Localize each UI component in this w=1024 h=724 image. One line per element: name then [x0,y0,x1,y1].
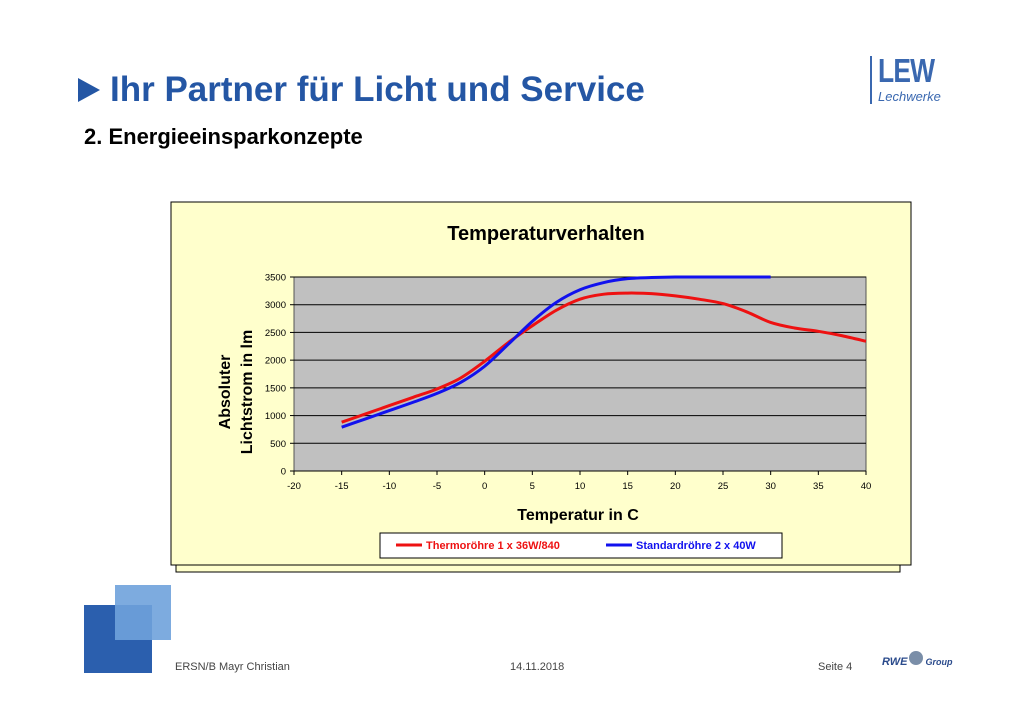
footer-date: 14.11.2018 [510,661,565,673]
slide-title: Ihr Partner für Licht und Service [78,70,645,110]
logo-sub-text: Lechwerke [878,89,941,104]
group-text: Group [925,657,953,667]
x-tick-label: -15 [335,481,349,492]
legend-box [379,532,783,559]
y-tick-label: 3000 [265,300,286,311]
x-tick-label: 30 [765,481,776,492]
rwe-circle-icon [909,651,924,665]
plot-area: 0 500 1000 1500 2000 2500 3000 3500 -20 -15 -10 -5 0… [265,273,871,493]
rwe-text: RWE [882,656,908,668]
y-axis-label-line-1: Absoluter [217,355,234,430]
legend-label-2: Standardröhre 2 x 40W [636,540,756,552]
y-axis-label-line-2: Lichtstrom in lm [239,330,256,454]
legend-label-1: Thermoröhre 1 x 36W/840 [426,540,560,552]
y-tick-label: 1500 [265,383,286,394]
title-arrow-icon [78,78,100,102]
x-tick-label: 40 [861,481,872,492]
y-tick-label: 1000 [265,411,286,422]
plot-background [293,276,867,472]
y-tick-label: 3500 [265,273,286,284]
logo-main-text: LEW [878,52,935,89]
chart-legend: Thermoröhre 1 x 36W/840 Standardröhre 2 x… [379,532,783,559]
footer-author: ERSN/B Mayr Christian [175,661,290,673]
x-tick-label: -20 [287,481,301,492]
lew-logo: LEW Lechwerke [870,52,960,108]
series-line-1 [341,291,867,424]
y-tick-label: 2500 [265,328,286,339]
series-line-2 [341,275,771,429]
chart-title: Temperaturverhalten [447,223,644,245]
y-tick-label: 0 [281,467,286,478]
slide-title-text: Ihr Partner für Licht und Service [110,70,645,109]
x-tick-label: 15 [622,481,633,492]
x-tick-label: 20 [670,481,681,492]
deco-square-light [115,585,171,640]
rwe-group-logo: RWE Group [882,651,953,669]
x-tick-label: 5 [530,481,535,492]
x-tick-label: 0 [482,481,487,492]
x-tick-label: 25 [718,481,729,492]
slide-subtitle: 2. Energieeinsparkonzepte [84,124,363,149]
footer-page: Seite 4 [818,661,853,673]
x-tick-label: 10 [575,481,586,492]
x-tick-label: -5 [433,481,441,492]
x-axis-label: Temperatur in C [517,507,639,524]
y-tick-label: 2000 [265,356,286,367]
logo-bar [870,56,872,104]
y-tick-label: 500 [270,439,286,450]
x-tick-label: -10 [382,481,396,492]
x-tick-label: 35 [813,481,824,492]
